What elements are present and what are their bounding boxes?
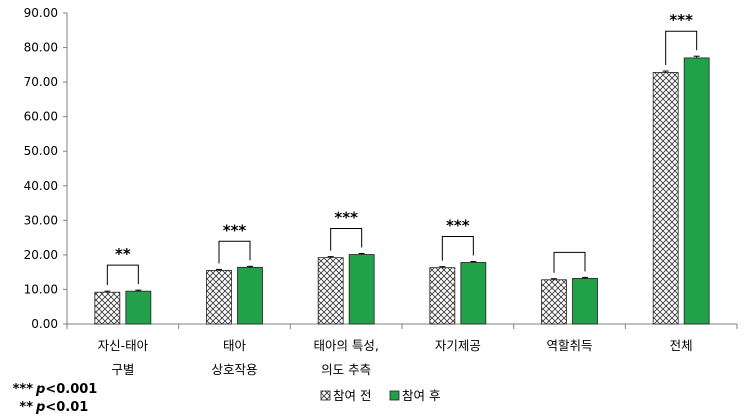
y-tick-label: 20.00 [24, 248, 58, 262]
bar-before [206, 270, 232, 325]
category-label: 상호작용 [211, 362, 257, 377]
legend-label: 참여 후 [402, 388, 440, 403]
note-stars: ** [19, 400, 33, 415]
significance-bracket [106, 264, 139, 286]
chart-axes: 0.00 10.00 20.00 30.00 40.00 50.00 60.00 70.00 8… [24, 6, 738, 331]
chart-bars [94, 55, 710, 325]
p-threshold: <0.001 [45, 382, 97, 397]
chart-legend: 참여 전 참여 후 [320, 388, 440, 403]
bar-after [348, 254, 375, 325]
y-tick-label: 40.00 [24, 179, 58, 193]
bar-before [541, 279, 567, 325]
category-label: 역할취득 [546, 338, 592, 353]
significance-stars: *** [669, 11, 693, 29]
significance-stars: *** [334, 209, 358, 227]
category-label: 자기제공 [435, 338, 481, 353]
legend-swatch [389, 390, 400, 401]
category-label: 자신-태아 [98, 338, 149, 353]
bar-after [572, 277, 598, 325]
category-label: 구별 [111, 362, 134, 377]
significance-bracket [330, 228, 363, 251]
significance-stars: ** [115, 245, 131, 263]
note-text: p<0.001 [35, 382, 97, 397]
y-tick-label: 80.00 [24, 41, 58, 55]
significance-markers: ******** ****** [106, 11, 698, 286]
bar-before [429, 267, 456, 325]
y-tick-label: 10.00 [24, 282, 58, 296]
significance-bracket [553, 251, 586, 273]
significance-notes: *** p<0.001** p<0.01 [13, 382, 98, 415]
y-tick-label: 90.00 [24, 6, 58, 20]
bar-before [317, 257, 344, 325]
y-tick-label: 60.00 [24, 110, 58, 124]
bar-after [125, 290, 152, 325]
significance-bracket [441, 235, 474, 261]
y-tick-label: 0.00 [31, 317, 58, 331]
significance-stars: *** [446, 216, 470, 234]
category-label: 태아 [223, 338, 247, 353]
p-symbol: p [35, 400, 45, 415]
category-label: 의도 추측 [321, 362, 371, 377]
bar-after [460, 262, 487, 325]
bar-after [683, 57, 710, 325]
significance-stars: *** [223, 221, 247, 239]
significance-bracket [218, 240, 251, 264]
category-label: 태아의 특성, [313, 338, 378, 353]
note-stars: *** [13, 382, 34, 397]
p-symbol: p [35, 382, 45, 397]
legend-swatch [320, 390, 331, 401]
category-label: 전체 [670, 338, 693, 353]
y-tick-label: 70.00 [24, 75, 58, 89]
significance-bracket [665, 30, 698, 66]
bar-before [94, 291, 121, 325]
bar-after [237, 266, 263, 325]
bar-before [652, 72, 679, 325]
note-text: p<0.01 [35, 400, 88, 415]
y-tick-label: 50.00 [24, 144, 58, 158]
y-tick-label: 30.00 [24, 213, 58, 227]
legend-label: 참여 전 [333, 388, 371, 403]
p-threshold: <0.01 [45, 400, 88, 415]
